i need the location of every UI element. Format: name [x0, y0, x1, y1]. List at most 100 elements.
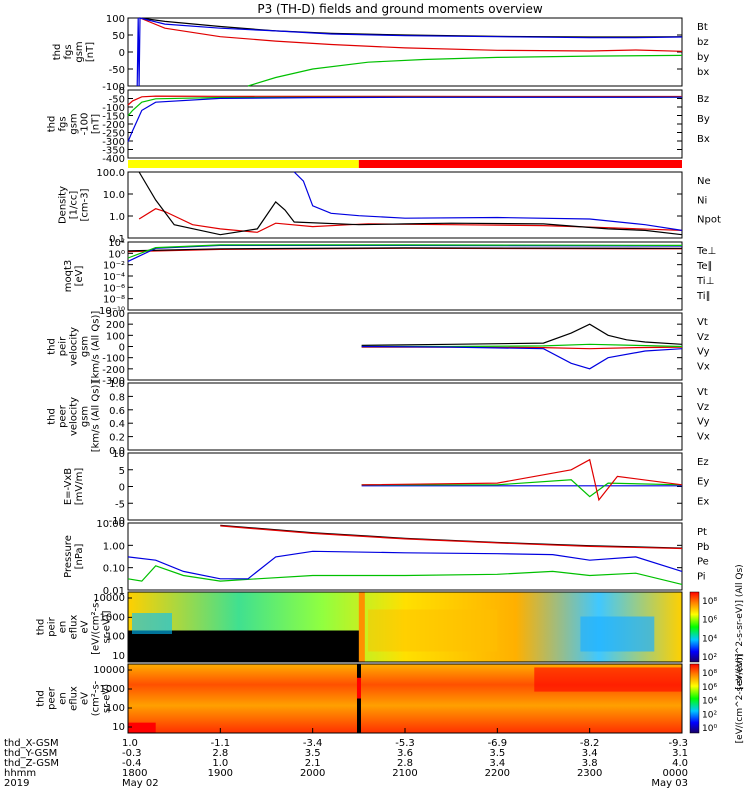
colorbar-tick-label: 10⁰	[702, 724, 717, 734]
panel-frame	[127, 382, 683, 451]
y-axis-label: [mV/m]	[74, 468, 85, 506]
mode-bar-segment	[128, 160, 359, 168]
y-axis-label: Density	[58, 186, 69, 224]
panel-fgs_gsm_zoom: 0-50-100-150-200-250-300-350-400BzByBxth…	[47, 86, 710, 165]
y-tick-label: -300	[102, 376, 125, 387]
x-tick-label: -9.3	[668, 738, 688, 749]
series-line-Bx	[127, 96, 683, 142]
y-axis-label: fgs	[58, 116, 69, 131]
x-tick-label: 3.6	[397, 748, 413, 759]
y-tick-label: 10⁻⁸	[103, 295, 125, 306]
series-line-Pe	[127, 565, 683, 585]
legend-entry: Ni	[697, 195, 707, 206]
panel-velocity_peer: 1.0 0.8 0.6 0.4 0.2 0.0 Vt Vz Vy Vx thd peer velocit…	[47, 379, 710, 457]
y-axis-label: [km/s (All Qs)]	[91, 381, 102, 453]
y-axis-label: thd	[47, 116, 58, 133]
mode-bar-segment	[358, 160, 682, 168]
series-line-Pi	[127, 550, 683, 580]
x-axis-labels: thd_X-GSMthd_Y-GSMthd_Z-GSMhhmm20191.0-0…	[4, 728, 688, 789]
x-axis-row-label: thd_Y-GSM	[4, 748, 57, 759]
y-axis-label: eflux	[69, 686, 80, 711]
panel-pressure: 10.00 1.00 0.10 0.01 Pt Pb Pe Pi Pressure [nPa]	[63, 519, 709, 597]
y-axis-label: gsm	[80, 406, 91, 427]
y-tick-label: 1.00	[103, 541, 125, 552]
y-tick-label: 0.8	[109, 392, 125, 403]
x-tick-label: -5.3	[395, 738, 415, 749]
y-tick-label: 10⁻²	[103, 261, 125, 272]
y-tick-label: 10	[112, 651, 125, 662]
y-axis-label: gsm	[80, 336, 91, 357]
y-tick-label: 100	[106, 14, 125, 25]
x-tick-label: -6.9	[488, 738, 508, 749]
colorbar-tick-label: 10²	[702, 653, 717, 663]
colorbar-tick-label: 10²	[702, 710, 717, 720]
series-line-Ez	[361, 458, 683, 502]
x-tick-label: 1.0	[212, 758, 228, 769]
x-tick-label: 3.5	[489, 748, 505, 759]
series-line-Pb	[220, 525, 683, 550]
y-tick-label: -300	[102, 137, 125, 148]
legend-entry: Vx	[697, 361, 710, 372]
x-tick-label: 2.8	[212, 748, 228, 759]
y-axis-label: thd	[36, 690, 47, 707]
spectrogram-patch	[580, 616, 655, 652]
x-axis-row-label: 2019	[4, 778, 29, 789]
legend-entry: Npot	[697, 215, 721, 226]
y-tick-label: 300	[106, 309, 125, 320]
x-tick-label: 3.5	[305, 748, 321, 759]
legend-entry: Ti⊥	[696, 276, 714, 287]
y-axis-label: [nT]	[91, 114, 102, 134]
panel-peer_spec: 10⁸ 10⁶ 10⁴ 10² 10⁰ [eV/(cm^2-s-sr-eV)] 10000 1…	[36, 654, 746, 744]
legend-entry: Pt	[697, 527, 707, 538]
legend-entry: Ex	[697, 496, 709, 507]
spectrogram-no-data	[128, 630, 362, 662]
x-tick-label: -3.4	[303, 738, 323, 749]
panel-frame	[127, 171, 683, 239]
y-axis-label: E=-VxB	[63, 468, 74, 505]
series-line-Vx	[361, 345, 683, 370]
panel-frame	[127, 522, 683, 591]
x-tick-label: 2300	[577, 768, 602, 779]
y-tick-label: -100	[102, 82, 125, 93]
legend-entry: Ez	[697, 457, 709, 468]
y-axis-label: [1/cc]	[69, 191, 80, 220]
series-line-Bt	[139, 17, 683, 38]
colorbar-tick-label: 10⁶	[702, 683, 717, 693]
x-tick-label: 0000	[663, 768, 688, 779]
y-tick-label: 10000	[93, 665, 125, 676]
x-axis-row-label: thd_X-GSM	[4, 738, 59, 749]
y-axis-label: fgs	[63, 44, 74, 59]
colorbar-label: [eV/(cm^2-s-sr-eV)] (All Qs)	[735, 564, 745, 689]
y-tick-label: 10	[112, 722, 125, 733]
y-axis-label: [nT]	[85, 42, 96, 62]
y-tick-label: 100	[106, 331, 125, 342]
y-tick-label: 0	[119, 86, 125, 97]
y-axis-label: peer	[58, 404, 69, 428]
y-axis-label: thd	[52, 44, 63, 61]
spectrogram-patch	[368, 609, 498, 652]
panel-fgs_gsm: 100 50 0 -50 -100 Bt bz by bx thd fgs gsm [nT]	[52, 14, 709, 93]
legend-entry: Vt	[697, 317, 708, 328]
x-tick-label: 2200	[485, 768, 510, 779]
y-axis-label: [eV]	[74, 266, 85, 287]
series-line-Bz	[127, 95, 683, 106]
series-line-Vt	[361, 323, 683, 346]
x-tick-label: -8.2	[580, 738, 600, 749]
panel-frame	[127, 17, 683, 87]
series-line-Te∥	[127, 247, 683, 252]
x-tick-label: 4.0	[672, 758, 688, 769]
legend-entry: Vx	[697, 431, 710, 442]
y-tick-label: -150	[102, 112, 125, 123]
y-axis-label: moqt3	[63, 260, 74, 293]
series-line-By	[127, 96, 682, 117]
spectrogram-patch	[132, 613, 172, 634]
y-axis-label: gsm	[74, 41, 85, 62]
legend-entry: bx	[697, 67, 709, 78]
y-axis-label: sr-eV)	[102, 684, 113, 713]
legend-entry: Ti∥	[696, 291, 711, 302]
y-axis-label: eV	[80, 620, 91, 633]
y-tick-label: 10000	[93, 593, 125, 604]
y-tick-label: 10²	[108, 238, 125, 249]
y-tick-label: 10⁻¹⁰	[99, 306, 125, 317]
